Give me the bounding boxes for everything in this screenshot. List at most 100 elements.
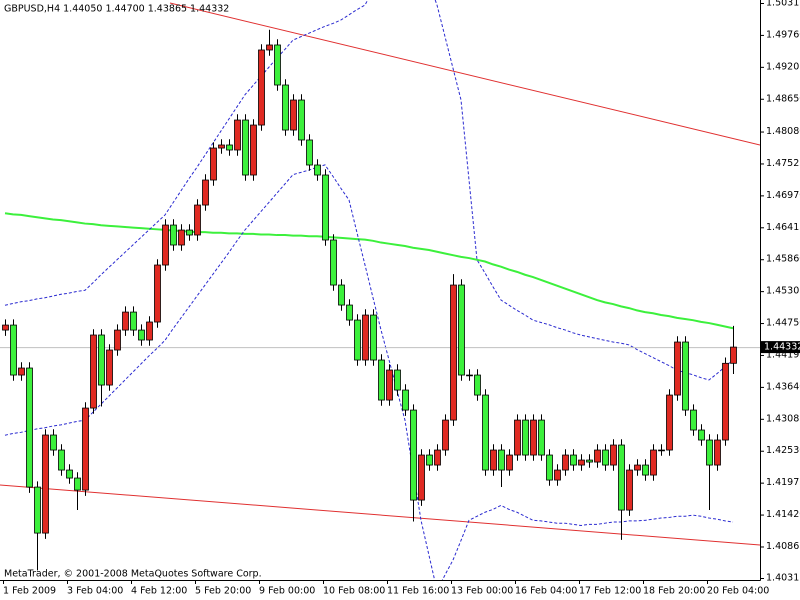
candle-body [322, 174, 329, 241]
x-tick-label: 4 Feb 12:00 [131, 586, 187, 597]
y-tick-label: 1.41975 [766, 477, 800, 488]
candle-body [730, 346, 737, 364]
x-tick-label: 9 Feb 00:00 [259, 586, 315, 597]
y-tick-label: 1.43085 [766, 413, 800, 424]
candle-body [722, 362, 729, 441]
candle-body [594, 449, 601, 463]
candle-body [202, 179, 209, 206]
candle-body [378, 359, 385, 401]
candle-body [282, 84, 289, 131]
x-tick-label: 13 Feb 00:00 [451, 586, 513, 597]
candle-body [610, 444, 617, 466]
candle-body [242, 119, 249, 176]
candle-body [290, 99, 297, 131]
candle-body [330, 239, 337, 286]
candle-body [714, 439, 721, 466]
candle-body [706, 439, 713, 466]
candle-body [674, 341, 681, 396]
candle-body [2, 324, 9, 331]
x-tick-label: 10 Feb 08:00 [323, 586, 385, 597]
candle-body [114, 329, 121, 351]
x-tick-label: 11 Feb 16:00 [387, 586, 449, 597]
candle-body [18, 367, 25, 376]
candle-body [138, 329, 145, 341]
candle-body [578, 459, 585, 466]
candle-body [546, 454, 553, 481]
candle-body [106, 349, 113, 386]
band-line [4, 0, 734, 381]
band-line [4, 164, 734, 580]
moving-average [4, 212, 734, 330]
y-tick-label: 1.46415 [766, 222, 800, 233]
candle-body [658, 449, 665, 452]
candle-body [394, 369, 401, 391]
candle-body [258, 49, 265, 126]
candle-body [538, 419, 545, 456]
candle-body [522, 419, 529, 456]
candle-body [490, 449, 497, 471]
candle-body [154, 264, 161, 323]
trend-line [0, 484, 760, 546]
candle-body [210, 147, 217, 181]
candle-body [314, 164, 321, 176]
y-tick-label: 1.48650 [766, 93, 800, 104]
candle-body [386, 369, 393, 401]
candle-body [82, 407, 89, 491]
candle-body [530, 419, 537, 456]
candle-body [218, 144, 225, 149]
candle-body [562, 454, 569, 471]
y-tick-label: 1.45860 [766, 254, 800, 265]
candle-body [274, 44, 281, 86]
candle-body [362, 314, 369, 361]
candle-body [410, 409, 417, 501]
candle-body [482, 394, 489, 471]
y-tick-label: 1.49760 [766, 29, 800, 40]
candle-body [642, 464, 649, 476]
y-tick-label: 1.50315 [766, 0, 800, 9]
candle-body [66, 469, 73, 479]
candle-body [618, 444, 625, 511]
candle-body [34, 486, 41, 534]
y-tick-label: 1.46970 [766, 190, 800, 201]
candle-body [298, 99, 305, 141]
x-tick-label: 5 Feb 20:00 [195, 586, 251, 597]
candle-body [450, 284, 457, 421]
candle-body [306, 139, 313, 166]
x-tick-label: 17 Feb 12:00 [579, 586, 641, 597]
candle-body [570, 454, 577, 466]
candle-body [162, 224, 169, 266]
candle-body [74, 477, 81, 491]
x-tick-label: 1 Feb 2009 [3, 586, 56, 597]
candle-body [458, 284, 465, 376]
y-tick-label: 1.49205 [766, 61, 800, 72]
candle-body [346, 304, 353, 321]
candle-body [122, 311, 129, 331]
candle-body [402, 389, 409, 411]
candle-body [26, 367, 33, 488]
chart-header: GBPUSD,H4 1.44050 1.44700 1.43865 1.4433… [4, 4, 229, 15]
y-tick-label: 1.48080 [766, 126, 800, 137]
candle-body [426, 454, 433, 466]
y-tick-label: 1.40317 [766, 573, 800, 584]
candle-body [50, 434, 57, 451]
x-tick-label: 3 Feb 04:00 [67, 586, 123, 597]
candle-body [666, 394, 673, 451]
x-tick-label: 20 Feb 04:00 [707, 586, 769, 597]
candle-body [442, 419, 449, 451]
candle-body [146, 321, 153, 341]
candle-body [98, 334, 105, 386]
last-price-box [761, 341, 800, 354]
candle-body [474, 374, 481, 396]
candle-body [498, 449, 505, 471]
candle-body [130, 311, 137, 331]
candle-body [58, 449, 65, 471]
candle-body [602, 449, 609, 466]
candle-body [370, 314, 377, 361]
trend-line [169, 2, 760, 146]
y-tick-label: 1.45305 [766, 286, 800, 297]
candle-body [90, 334, 97, 409]
candle-body [234, 119, 241, 151]
candle-body [698, 429, 705, 441]
